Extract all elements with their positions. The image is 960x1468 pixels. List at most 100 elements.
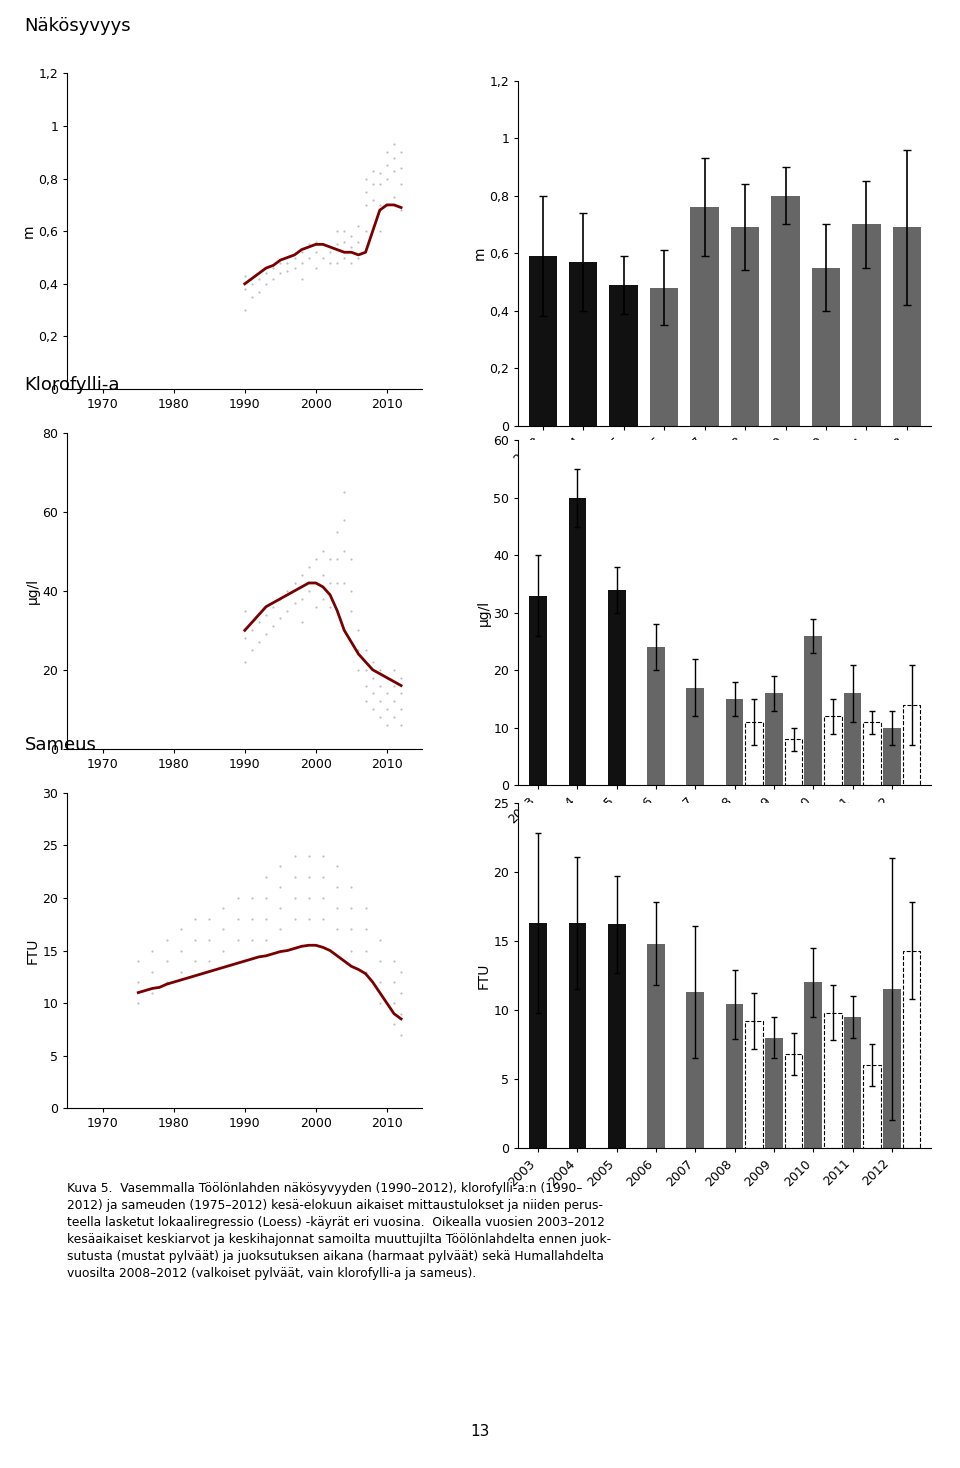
Point	[230, 907, 246, 931]
Point	[350, 639, 366, 662]
Text: Kuva 5.  Vasemmalla Töölönlahden näkösyvyyden (1990–2012), klorofylli-a:n (1990–: Kuva 5. Vasemmalla Töölönlahden näkösyvy…	[67, 1182, 612, 1280]
Point	[258, 907, 274, 931]
Point	[394, 1023, 409, 1047]
Point	[372, 690, 388, 713]
Point	[394, 157, 409, 181]
Point	[344, 875, 359, 898]
Point	[266, 595, 281, 618]
Point	[308, 571, 324, 595]
Point	[394, 960, 409, 984]
Point	[394, 981, 409, 1004]
Point	[379, 167, 395, 191]
Point	[308, 257, 324, 280]
Point	[258, 928, 274, 951]
Point	[358, 658, 373, 681]
Point	[365, 159, 380, 182]
Bar	[784, 740, 803, 785]
Bar	[824, 1013, 842, 1148]
Point	[344, 225, 359, 248]
Point	[244, 887, 259, 910]
Y-axis label: m: m	[472, 247, 487, 260]
Bar	[771, 195, 800, 426]
Text: Sameus: Sameus	[25, 735, 96, 755]
Point	[216, 918, 231, 941]
Point	[329, 520, 345, 543]
Point	[308, 230, 324, 254]
Point	[372, 928, 388, 951]
Point	[301, 555, 317, 578]
Point	[266, 257, 281, 280]
Point	[273, 875, 288, 898]
Point	[301, 844, 317, 868]
Point	[258, 272, 274, 295]
Point	[252, 611, 267, 634]
Point	[358, 960, 373, 984]
Point	[145, 960, 160, 984]
Point	[365, 214, 380, 238]
Point	[358, 674, 373, 697]
Point	[337, 540, 352, 564]
Point	[287, 907, 302, 931]
Point	[202, 928, 217, 951]
Bar	[568, 498, 587, 785]
Point	[358, 918, 373, 941]
Point	[308, 595, 324, 618]
Point	[344, 940, 359, 963]
Point	[344, 599, 359, 622]
Point	[273, 251, 288, 275]
Point	[365, 188, 380, 211]
Point	[394, 681, 409, 705]
Point	[344, 548, 359, 571]
Point	[273, 587, 288, 611]
Point	[258, 622, 274, 646]
Point	[315, 245, 330, 269]
Point	[173, 960, 188, 984]
Point	[329, 897, 345, 920]
Point	[386, 1013, 401, 1036]
Point	[386, 185, 401, 208]
Point	[344, 918, 359, 941]
Point	[237, 650, 252, 674]
Bar	[529, 255, 557, 426]
Point	[379, 666, 395, 690]
Bar	[608, 590, 626, 785]
Bar	[647, 647, 665, 785]
Bar	[804, 982, 822, 1148]
Point	[216, 897, 231, 920]
Bar	[647, 944, 665, 1148]
Point	[372, 706, 388, 730]
Point	[131, 991, 146, 1014]
Point	[252, 630, 267, 653]
Point	[337, 220, 352, 244]
Point	[244, 639, 259, 662]
Bar	[529, 596, 547, 785]
Point	[294, 251, 309, 275]
Point	[386, 991, 401, 1014]
Point	[394, 141, 409, 164]
Point	[372, 970, 388, 994]
Point	[301, 232, 317, 255]
Bar	[746, 1022, 763, 1148]
Point	[287, 592, 302, 615]
Point	[365, 697, 380, 721]
Bar	[812, 267, 840, 426]
Point	[301, 907, 317, 931]
Point	[358, 897, 373, 920]
Bar	[569, 261, 597, 426]
Bar	[608, 925, 626, 1148]
Point	[372, 658, 388, 681]
Bar	[731, 228, 759, 426]
Point	[287, 887, 302, 910]
Point	[394, 1001, 409, 1025]
Bar	[686, 992, 704, 1148]
Bar	[804, 636, 822, 785]
Point	[187, 928, 203, 951]
Point	[323, 595, 338, 618]
Point	[358, 639, 373, 662]
Point	[145, 940, 160, 963]
Text: Klorofylli-a: Klorofylli-a	[25, 376, 120, 395]
Point	[301, 887, 317, 910]
Bar	[529, 923, 547, 1148]
Point	[131, 970, 146, 994]
Bar	[863, 1066, 881, 1148]
